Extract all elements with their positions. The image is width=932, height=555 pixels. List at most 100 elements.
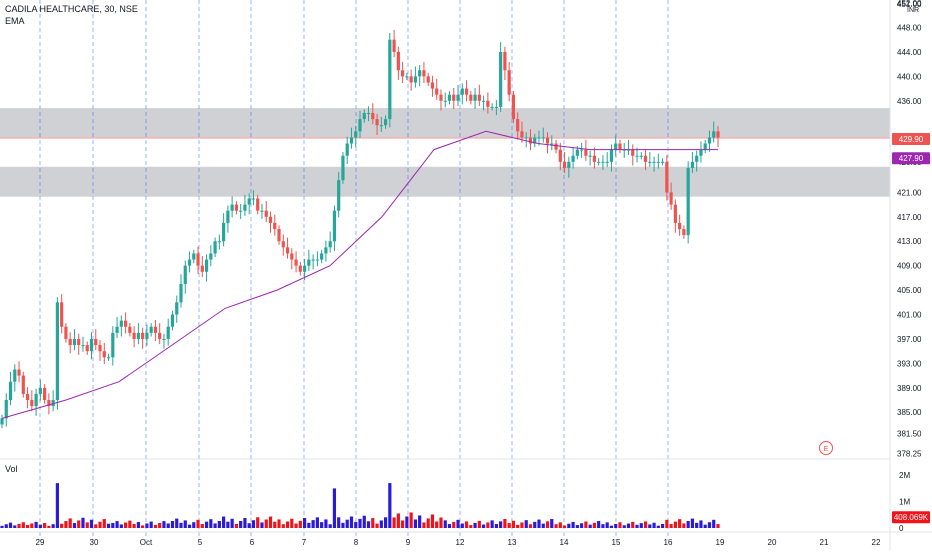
volume-bar: [545, 521, 550, 528]
volume-bar: [362, 515, 366, 528]
volume-bar: [13, 525, 17, 528]
price-tick-label: 436.00: [897, 97, 922, 106]
candle-body: [209, 253, 213, 260]
volume-bar: [0, 525, 4, 528]
candle-body: [626, 149, 631, 151]
candle-body: [537, 137, 541, 139]
candle-body: [170, 314, 175, 327]
candle-body: [673, 204, 677, 223]
candle-body: [277, 229, 281, 242]
candle-body: [200, 265, 204, 272]
volume-bar: [413, 519, 418, 528]
candle-body: [153, 326, 158, 333]
time-tick-label: 6: [250, 538, 255, 547]
candle-body: [379, 125, 383, 127]
candle-body: [362, 112, 366, 120]
volume-bar: [371, 518, 375, 528]
volume-bar: [128, 520, 132, 528]
volume-bar: [605, 522, 609, 528]
volume-bar: [435, 521, 439, 528]
volume-tick-label: 2M: [899, 471, 910, 480]
price-tick-label: 417.00: [897, 213, 922, 222]
candle-body: [541, 137, 545, 139]
volume-bar: [183, 520, 187, 528]
candle-body: [43, 387, 47, 401]
candle-body: [703, 143, 707, 150]
volume-bar: [383, 517, 388, 528]
volume-bar: [396, 513, 400, 528]
candle-body: [94, 338, 98, 346]
candle-body: [115, 326, 119, 333]
volume-bar: [592, 522, 597, 528]
volume-bar: [307, 522, 311, 528]
volume-legend[interactable]: Vol: [5, 464, 18, 474]
candle-body: [256, 198, 260, 211]
volume-bar: [234, 523, 239, 528]
volume-bar: [477, 520, 481, 528]
volume-bar: [204, 521, 209, 528]
candle-body: [490, 106, 494, 108]
time-tick-label: 19: [716, 538, 725, 547]
volume-bar: [247, 523, 251, 528]
currency-label: INR: [907, 7, 919, 14]
time-tick-label: 5: [198, 538, 203, 547]
volume-bar: [503, 518, 507, 528]
volume-bar: [439, 517, 443, 528]
candle-body: [55, 302, 60, 401]
candle-body: [311, 259, 315, 261]
candle-body: [290, 253, 294, 260]
candle-body: [123, 320, 128, 327]
candle-body: [294, 259, 298, 266]
price-tick-label: 440.00: [897, 72, 922, 81]
volume-bar: [21, 522, 25, 528]
candle-body: [533, 137, 537, 144]
candle-body: [639, 155, 643, 157]
ema-legend[interactable]: EMA: [5, 16, 25, 26]
candle-body: [622, 149, 626, 151]
candle-body: [584, 149, 588, 156]
candle-body: [187, 259, 192, 266]
volume-bar: [392, 517, 396, 528]
volume-bar: [656, 525, 660, 528]
candle-body: [192, 253, 196, 260]
volume-bar: [290, 518, 294, 528]
volume-bar: [43, 523, 47, 528]
volume-bar: [665, 519, 669, 528]
volume-bar: [481, 524, 486, 528]
volume-bar: [678, 519, 682, 528]
candle-body: [47, 400, 51, 407]
volume-bar: [639, 523, 643, 528]
candle-body: [111, 332, 115, 358]
volume-bar: [77, 520, 81, 528]
candle-body: [469, 94, 473, 101]
candle-body: [64, 326, 68, 339]
time-tick-label: 20: [768, 538, 777, 547]
volume-bar: [17, 523, 21, 528]
volume-bar: [60, 523, 64, 528]
candle-body: [665, 161, 669, 193]
candle-body: [179, 283, 183, 303]
volume-bar: [51, 524, 55, 528]
volume-bar: [669, 524, 673, 528]
symbol-legend[interactable]: CADILA HEALTHCARE, 30, NSE: [5, 4, 138, 14]
candle-body: [545, 137, 550, 144]
volume-bar: [366, 521, 371, 528]
candle-body: [247, 198, 251, 205]
volume-bar: [422, 522, 426, 528]
volume-bar: [349, 516, 354, 528]
candle-body: [175, 302, 179, 315]
candle-body: [13, 369, 17, 382]
volume-bar: [187, 524, 192, 528]
candle-body: [443, 100, 447, 102]
volume-bar: [388, 483, 392, 528]
candle-body: [631, 149, 635, 156]
candle-body: [4, 400, 8, 419]
candle-body: [699, 149, 703, 156]
volume-bar: [473, 522, 477, 528]
volume-bar: [123, 522, 128, 528]
last-price-badge: 429.90: [899, 135, 924, 144]
volume-bar: [686, 521, 690, 528]
volume-bar: [337, 517, 341, 528]
